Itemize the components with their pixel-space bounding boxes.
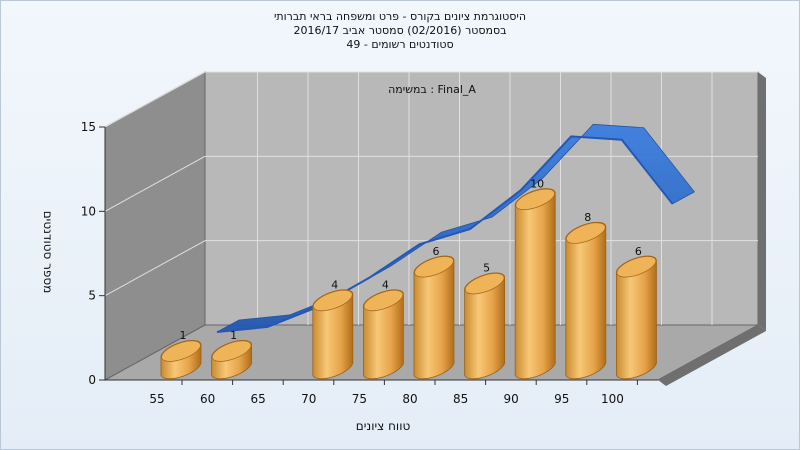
bar-80 [413,255,455,380]
side-gridline [104,155,206,212]
bars [160,188,657,380]
bar-top-70 [312,289,353,312]
bar-top-80 [414,256,454,278]
side-gridline [104,71,206,128]
data-label-70: 4 [331,279,338,292]
bar-75 [362,289,404,380]
chart-title-line-2: בסמסטר (02/2016) סמסטר אביב 2016/17 [293,24,507,37]
x-tick-label-70: 70 [301,392,316,406]
data-labels: 1 1 4 4 6 5 10 8 6 [180,177,642,342]
bar-85 [464,272,506,380]
bar-top-75 [363,289,404,312]
bar-top-95 [565,222,606,244]
x-tick-label-60: 60 [200,392,215,406]
chart-title-line-3: סטודנטים רשומים - 49 [346,38,454,51]
y-tick-label: 5 [88,289,96,303]
x-tick-label-80: 80 [402,392,417,406]
data-label-90: 10 [530,177,544,190]
x-tick-label-65: 65 [251,392,266,406]
data-label-80: 6 [433,245,440,258]
trend-ribbon-edge [216,135,674,333]
x-tick-label-85: 85 [453,392,468,406]
data-label-75: 4 [382,279,389,292]
bar-top-85 [464,272,505,295]
bar-70 [312,289,354,380]
task-annotation: במשימה : Final_A [388,83,476,96]
back-wall-shadow [758,72,766,331]
chart-title-line-1: היסטוגרמת ציונים בקורס - פרט ומשפחה בראי… [273,10,527,23]
x-axis: 55 60 65 70 75 80 85 90 95 100 [105,379,658,406]
bar-top-100 [616,256,657,278]
y-tick-label: 15 [81,120,96,134]
y-axis-title: מספר סטודנטים [41,211,55,294]
bar-95 [565,221,607,380]
x-tick-label-75: 75 [352,392,367,406]
bar-top-60 [211,340,252,362]
data-label-95: 8 [584,211,591,224]
data-label-55: 1 [180,329,187,342]
x-tick-label-95: 95 [554,392,569,406]
data-label-85: 5 [483,262,490,275]
data-label-60: 1 [230,329,237,342]
floor-edge-shadow [658,325,766,386]
bar-top-90 [515,188,556,211]
y-axis: 0 5 10 15 [81,120,106,387]
bar-100 [615,255,657,380]
bar-90 [514,188,556,380]
side-gridline [104,240,206,297]
data-label-100: 6 [635,245,642,258]
y-tick-label: 10 [81,204,96,218]
x-tick-label-100: 100 [601,392,624,406]
x-tick-label-55: 55 [149,392,164,406]
y-tick-label: 0 [88,373,96,387]
bar-top-55 [161,340,201,362]
x-tick-label-90: 90 [504,392,519,406]
x-axis-title: טווח ציונים [356,419,411,433]
